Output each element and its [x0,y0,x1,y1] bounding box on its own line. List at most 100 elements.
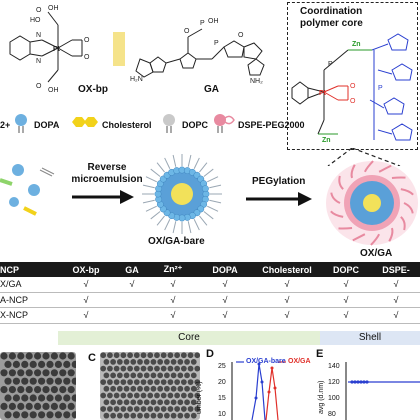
col-header: NCP [0,262,58,277]
legend-cholesterol: Cholesterol [102,120,152,130]
col-header: DOPC [320,262,372,277]
check-cell: √ [58,307,114,324]
reagents-illustration [0,164,55,216]
svg-text:O: O [238,32,244,39]
coordination-polymer-box [287,2,418,150]
svg-text:100: 100 [328,395,340,402]
svg-text:OH: OH [48,5,59,12]
col-header: DSPE- [372,262,420,277]
panel-c-letter: C [88,352,96,364]
check-cell: √ [320,277,372,293]
col-header: GA [114,262,150,277]
d-legend-bare: OX/GA-bare [246,358,286,365]
ox-ga-bare-nanoparticle [142,154,222,234]
reverse-microemulsion-caption: Reverse microemulsion [66,162,148,186]
svg-text:80: 80 [328,411,336,418]
core-title-line1: Coordination [300,6,363,17]
check-cell: √ [254,292,320,308]
check-cell: √ [150,277,196,293]
svg-text:O: O [84,54,90,61]
panel-e-size-stability: 140 120 100 80 [328,362,420,420]
svg-text:O: O [84,37,90,44]
dopa-icon [15,114,27,133]
ox-ga-nanoparticle [326,160,418,246]
col-header: OX-bp [58,262,114,277]
svg-text:Pt: Pt [53,46,61,53]
col-header: Zn²⁺ [150,262,196,277]
check-cell [114,307,150,324]
composition-table: NCP OX-bp GA Zn²⁺ DOPA Cholesterol DOPC … [0,262,420,324]
shell-band: Shell [320,331,420,345]
table-row: X/GA √ √ √ √ √ √ √ [0,277,420,293]
legend-dopc: DOPC [182,120,209,130]
tem-image-b [0,352,76,420]
arrow-right-icon [72,190,134,204]
row-label: X-NCP [0,307,58,324]
check-cell [114,292,150,308]
svg-text:20: 20 [218,379,226,386]
svg-text:O: O [350,98,356,105]
ga-structure: H₂N O P OH P NH₂ O [130,18,265,85]
tem-image-c [100,352,200,420]
svg-text:10: 10 [218,411,226,418]
svg-text:N: N [36,58,41,65]
ox-ga-label: OX/GA [360,248,393,259]
arrow-right-icon-2 [246,192,312,206]
svg-text:H₂N: H₂N [130,76,143,83]
svg-text:O: O [36,7,42,14]
svg-text:P: P [214,40,219,47]
svg-text:N: N [36,32,41,39]
check-cell: √ [372,292,420,308]
legend-dopa: DOPA [34,120,60,130]
check-cell: √ [114,277,150,293]
tem-particles-c [100,352,200,419]
legend-zn-prefix: 2+ [0,120,11,130]
svg-text:120: 120 [328,379,340,386]
ga-label: GA [204,84,219,95]
ox-ga-bare-label: OX/GA-bare [148,236,205,247]
zoom-dashed-lines [327,148,401,166]
svg-text:P: P [328,61,333,68]
svg-text:OH: OH [48,87,59,94]
yellow-separator [113,32,125,66]
step1-line1: Reverse [87,162,127,173]
table-row: X-NCP √ √ √ √ √ √ [0,307,420,324]
check-cell: √ [150,292,196,308]
dspe-peg-icon [214,114,235,133]
svg-text:Pt: Pt [319,90,327,97]
dopc-icon [163,114,175,133]
col-header: DOPA [196,262,254,277]
svg-text:Zn: Zn [352,41,361,48]
panel-d-letter: D [206,348,214,360]
svg-text:140: 140 [328,363,340,370]
svg-text:P: P [200,20,205,27]
tem-particles-b [0,352,76,419]
svg-text:HO: HO [30,17,41,24]
e-ylabel: avg (d.nm) [318,380,325,414]
check-cell: √ [320,292,372,308]
oxbp-structure: Pt O OH HO O OH O O N N [9,5,90,94]
row-label: X/GA [0,277,58,293]
core-title-line2: polymer core [300,18,363,29]
svg-text:Zn: Zn [322,137,331,144]
svg-text:O: O [184,28,190,35]
core-band: Core [58,331,320,345]
svg-text:15: 15 [218,395,226,402]
panel-e-letter: E [316,348,324,360]
table-row: A-NCP √ √ √ √ √ √ [0,292,420,308]
check-cell: √ [372,277,420,293]
check-cell: √ [372,307,420,324]
check-cell: √ [320,307,372,324]
check-cell: √ [196,277,254,293]
svg-text:NH₂: NH₂ [250,78,263,85]
pegylation-label: PEGylation [252,176,306,187]
panel-d-size-distribution: 25 20 15 10 [218,361,286,420]
cholesterol-icon [72,117,98,127]
col-header: Cholesterol [254,262,320,277]
check-cell: √ [150,307,196,324]
check-cell: √ [58,292,114,308]
check-cell: √ [254,307,320,324]
check-cell: √ [196,307,254,324]
svg-text:25: 25 [218,363,226,370]
row-label: A-NCP [0,292,58,308]
